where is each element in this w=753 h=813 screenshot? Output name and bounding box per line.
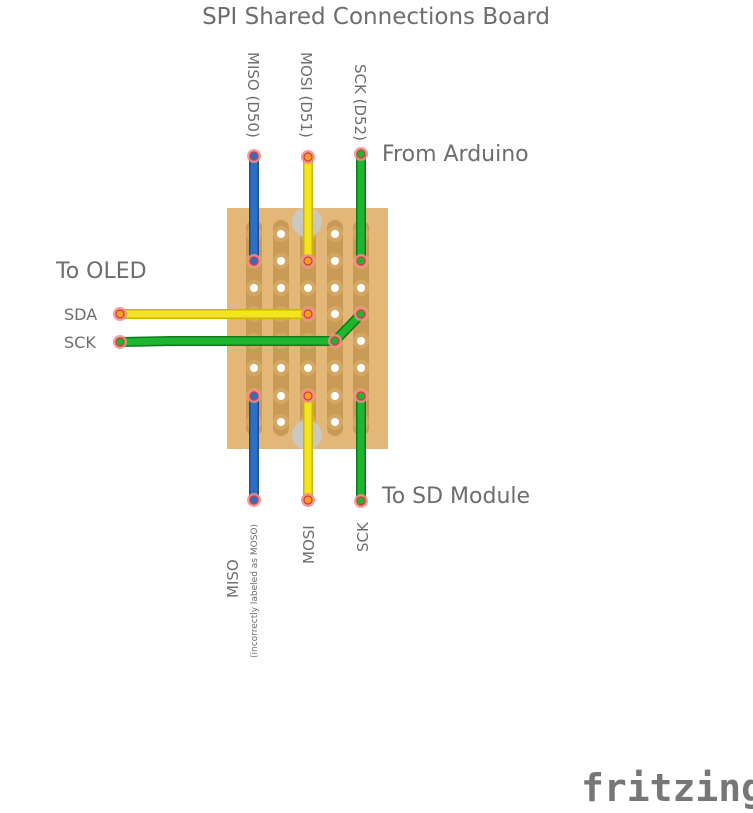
endpoint-dot [115,309,125,319]
copper-strip [300,220,316,436]
endpoint-dot [303,309,313,319]
board-hole [331,310,339,318]
endpoint-dot [249,151,259,161]
copper-strip [327,220,343,436]
pin-label-miso-d50: MISO (D50) [244,52,262,138]
board-hole [277,392,285,400]
board-hole [304,284,312,292]
board-hole [357,284,365,292]
sd-pin-miso-note: (incorrectly labeled as MOSO) [250,524,260,658]
board-hole [277,284,285,292]
oled-pin-sda: SDA [64,305,97,324]
pin-label-mosi-d51: MOSI (D51) [297,52,315,138]
sd-pin-sck: SCK [354,521,372,552]
board-hole [331,392,339,400]
endpoint-dot [356,309,366,319]
diagram-title: SPI Shared Connections Board [202,4,550,30]
board-hole [304,364,312,372]
endpoint-dot [303,391,313,401]
wire-endpoints [113,147,368,508]
board-hole [357,337,365,345]
sd-pin-miso: MISO [224,559,242,598]
endpoint-dot [356,496,366,506]
copper-strip [353,220,369,436]
to-oled-label: To OLED [55,259,147,284]
board-hole [331,257,339,265]
endpoint-dot [303,152,313,162]
board-hole [331,230,339,238]
endpoint-dot [356,391,366,401]
board-hole [250,284,258,292]
endpoint-dot [303,495,313,505]
endpoint-dot [249,256,259,266]
board-hole [331,418,339,426]
endpoint-dot [115,337,125,347]
pin-label-sck-d52: SCK (D52) [351,64,369,141]
board-hole [331,364,339,372]
sd-pin-mosi: MOSI [300,525,318,564]
endpoint-dot [330,336,340,346]
endpoint-dot [303,256,313,266]
board-hole [277,418,285,426]
wires [115,149,366,506]
endpoint-dot [356,256,366,266]
from-arduino-label: From Arduino [382,142,529,167]
oled-pin-sck: SCK [64,333,96,352]
wire-oled-sck [116,310,365,346]
copper-strip [246,220,262,436]
endpoint-dot [249,495,259,505]
board-hole [331,284,339,292]
board-hole [250,364,258,372]
endpoint-dot [249,391,259,401]
board-hole [277,230,285,238]
board-hole [357,364,365,372]
copper-strip [273,220,289,436]
board-hole [277,257,285,265]
fritzing-logo: fritzing [581,766,753,810]
endpoint-dot [356,149,366,159]
to-sd-module-label: To SD Module [381,484,530,509]
copper-strips [246,220,369,436]
board-hole [277,364,285,372]
